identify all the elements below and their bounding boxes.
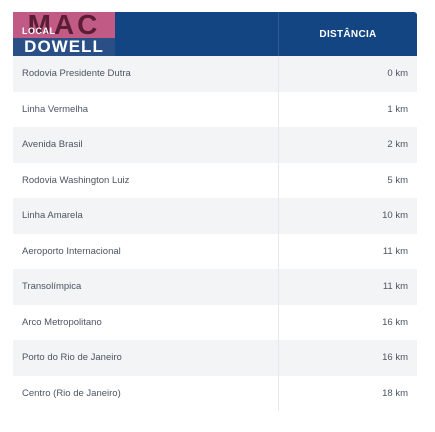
table-body: Rodovia Presidente Dutra 0 km Linha Vermel… <box>13 56 417 411</box>
column-divider <box>278 91 279 127</box>
distance-table: MAC DOWELL LOCAL DISTÂNCIA Rodovia Presi… <box>13 12 417 411</box>
distance-value: 10 km <box>382 210 408 222</box>
table-row: Avenida Brasil 2 km <box>13 127 417 163</box>
distance-value: 1 km <box>387 103 408 115</box>
logo-dowell-text: DOWELL <box>13 38 115 56</box>
table-row: Rodovia Washington Luiz 5 km <box>13 162 417 198</box>
location-name: Rodovia Presidente Dutra <box>22 68 131 80</box>
column-divider <box>278 127 279 163</box>
distance-value: 5 km <box>387 174 408 186</box>
distance-value: 11 km <box>382 245 408 257</box>
distance-value: 2 km <box>387 139 408 151</box>
column-divider <box>278 56 279 92</box>
table-row: Linha Amarela 10 km <box>13 198 417 234</box>
location-name: Transolímpica <box>22 281 82 293</box>
location-name: Rodovia Washington Luiz <box>22 174 130 186</box>
column-divider <box>278 269 279 305</box>
column-divider <box>278 375 279 411</box>
location-name: Linha Amarela <box>22 210 83 222</box>
location-name: Centro (Rio de Janeiro) <box>22 387 121 399</box>
header-local-label: LOCAL <box>22 26 56 36</box>
column-divider <box>278 162 279 198</box>
table-row: Rodovia Presidente Dutra 0 km <box>13 56 417 92</box>
column-divider <box>278 233 279 269</box>
location-name: Aeroporto Internacional <box>22 245 121 257</box>
distance-value: 18 km <box>382 387 408 399</box>
location-name: Linha Vermelha <box>22 103 89 115</box>
table-row: Centro (Rio de Janeiro) 18 km <box>13 375 417 411</box>
distance-value: 0 km <box>387 68 408 80</box>
header-divider <box>278 12 279 56</box>
table-row: Transolímpica 11 km <box>13 269 417 305</box>
table-row: Linha Vermelha 1 km <box>13 91 417 127</box>
distance-value: 16 km <box>382 316 408 328</box>
column-divider <box>278 198 279 234</box>
table-header: MAC DOWELL LOCAL DISTÂNCIA <box>13 12 417 56</box>
table-row: Aeroporto Internacional 11 km <box>13 233 417 269</box>
macdowell-logo: MAC DOWELL LOCAL <box>13 12 115 56</box>
table-row: Arco Metropolitano 16 km <box>13 304 417 340</box>
distance-column-header: DISTÂNCIA <box>319 28 377 40</box>
table-row: Porto do Rio de Janeiro 16 km <box>13 340 417 376</box>
logo-mac-text: MAC <box>13 12 115 39</box>
location-name: Arco Metropolitano <box>22 316 102 328</box>
distance-value: 11 km <box>382 281 408 293</box>
location-name: Porto do Rio de Janeiro <box>22 352 122 364</box>
column-divider <box>278 340 279 376</box>
location-name: Avenida Brasil <box>22 139 83 151</box>
distance-value: 16 km <box>382 352 408 364</box>
column-divider <box>278 304 279 340</box>
